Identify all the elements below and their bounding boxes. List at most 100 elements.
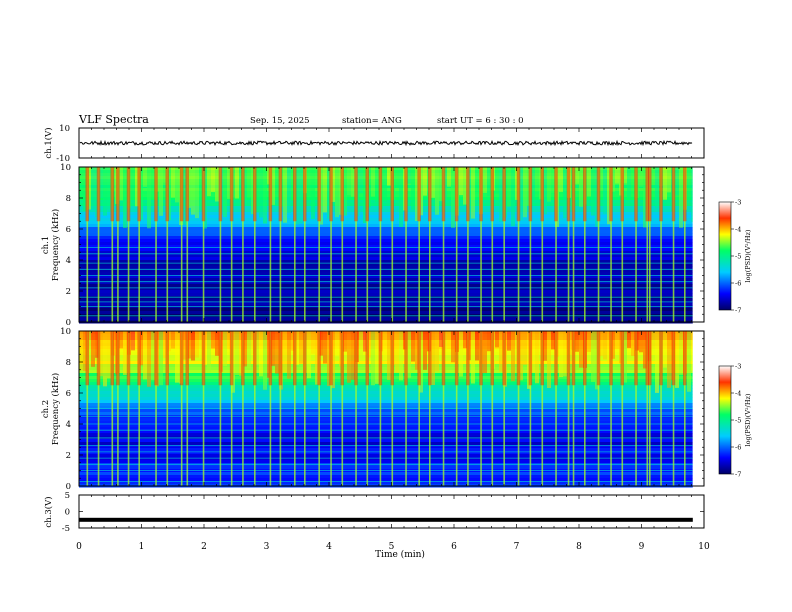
spectrogram-texture	[239, 331, 243, 376]
y-tick-label: 4	[66, 420, 71, 430]
spectrogram-band	[79, 370, 693, 374]
sferic-streak	[684, 331, 686, 486]
spectrogram-texture	[247, 167, 251, 198]
spectrogram-texture	[459, 331, 463, 377]
spectrogram-texture	[295, 167, 299, 225]
spectrogram-texture	[103, 167, 107, 216]
spectrogram-texture	[399, 167, 403, 228]
sferic-streak-top	[390, 331, 394, 386]
sferic-streak-top	[620, 331, 624, 386]
spectrogram-band	[79, 376, 693, 380]
sferic-streak	[117, 331, 119, 486]
spectrogram-band	[79, 373, 693, 377]
spectrogram-texture	[283, 167, 287, 223]
sferic-streak	[180, 331, 183, 486]
sferic-streak	[480, 331, 482, 486]
spectrogram-texture	[211, 331, 215, 349]
spectrogram-texture	[135, 331, 139, 349]
spectrogram-texture	[107, 331, 111, 379]
sferic-streak	[672, 331, 675, 486]
spectrogram-texture	[551, 167, 555, 193]
spectrogram-texture	[331, 331, 335, 389]
spectrogram-texture	[243, 167, 247, 203]
spectrogram-texture	[311, 331, 315, 354]
spectrogram-band	[79, 266, 693, 270]
sferic-streak	[567, 331, 570, 486]
sferic-streak-top	[201, 331, 206, 386]
spectrogram-texture	[151, 167, 155, 199]
sferic-streak	[503, 331, 505, 486]
spectrogram-texture	[563, 167, 567, 219]
ch1-waveform-ylabel: ch.1(V)	[43, 127, 54, 158]
spectrogram-texture	[687, 167, 691, 199]
spectrogram-texture	[299, 331, 303, 364]
sferic-streak-top	[137, 331, 141, 386]
spectrogram-texture	[471, 167, 475, 219]
spectrogram-band	[79, 242, 693, 246]
spectrogram-texture	[607, 331, 611, 363]
spectrogram-texture	[475, 167, 479, 192]
spectrogram-texture	[83, 167, 87, 212]
sferic-streak	[180, 167, 183, 322]
spectrogram-texture	[411, 167, 415, 210]
spectrogram-band	[79, 418, 693, 422]
colorbar-tick-label: -4	[735, 226, 741, 234]
spectrogram-texture	[371, 167, 375, 197]
sferic-streak-top	[329, 167, 333, 222]
sferic-streak-top	[417, 167, 421, 222]
spectrogram-texture	[287, 331, 291, 379]
spectrogram-texture	[163, 331, 167, 358]
spectrogram-texture	[387, 167, 391, 186]
ch2-spectrogram	[79, 331, 704, 488]
sferic-streak	[230, 331, 233, 486]
spectrogram-band	[79, 239, 693, 243]
spectrogram-band	[79, 248, 693, 252]
spectrogram-band	[79, 409, 693, 413]
sferic-streak-top	[293, 331, 297, 386]
spectrogram-band	[79, 463, 693, 467]
x-tick-label: 2	[201, 542, 207, 552]
spectrogram-band	[79, 236, 693, 240]
spectrogram-texture	[499, 167, 503, 222]
spectrogram-texture	[463, 331, 467, 349]
sferic-streak-top	[609, 331, 613, 386]
spectrogram-band	[79, 367, 693, 371]
x-tick-label: 9	[639, 542, 645, 552]
sferic-streak	[366, 331, 369, 486]
ch2-colorbar: -3 -4 -5 -6 -7 log(PSD)(V²/Hz)	[718, 363, 752, 479]
sferic-streak	[572, 167, 575, 322]
no-data-area	[692, 331, 704, 486]
sferic-streak	[279, 331, 282, 486]
sferic-streak	[442, 167, 445, 322]
spectrogram-texture	[679, 331, 683, 375]
sferic-streak	[111, 167, 114, 322]
spectrogram-texture	[531, 167, 535, 203]
sferic-streak-top	[378, 167, 383, 222]
sferic-streak-top	[441, 331, 446, 386]
spectrogram-texture	[335, 167, 339, 218]
spectrogram-texture	[475, 331, 479, 361]
spectrogram-band	[79, 218, 693, 222]
spectrogram-texture	[631, 331, 635, 357]
sferic-streak	[330, 331, 332, 486]
spectrogram-texture	[191, 331, 195, 361]
sferic-streak	[127, 331, 130, 486]
spectrogram-band	[79, 212, 693, 216]
spectrogram-band	[79, 287, 693, 291]
spectrogram-texture	[315, 167, 319, 186]
spectrogram-band	[79, 364, 693, 368]
sferic-streak-top	[96, 331, 101, 386]
spectrogram-texture	[599, 167, 603, 190]
sferic-streak	[254, 331, 256, 486]
x-tick-label: 5	[389, 542, 395, 552]
sferic-streak-top	[502, 331, 506, 386]
spectrogram-texture	[147, 331, 151, 387]
spectrogram-texture	[139, 331, 143, 366]
sferic-streak-top	[354, 331, 358, 386]
spectrogram-texture	[559, 331, 563, 378]
spectrogram-texture	[275, 331, 279, 374]
spectrogram-texture	[131, 167, 135, 199]
spectrogram-texture	[495, 167, 499, 194]
spectrogram-texture	[423, 167, 427, 196]
spectrogram-texture	[311, 167, 315, 219]
